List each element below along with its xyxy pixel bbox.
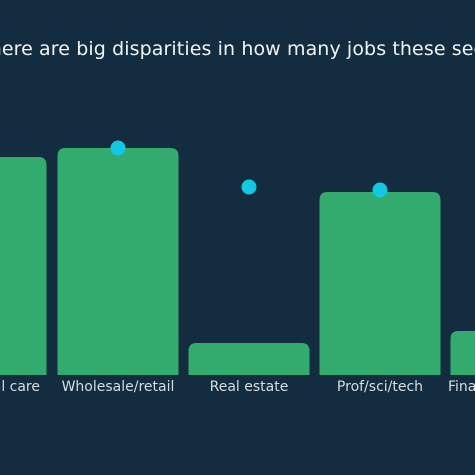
dot-marker (110, 140, 126, 156)
dot-marker (241, 179, 257, 195)
chart-title: There are big disparities in how many jo… (0, 38, 475, 60)
bar-medical-care (0, 157, 47, 375)
x-tick-label: Prof/sci/tech (337, 379, 423, 395)
x-tick-label: Real estate (210, 379, 289, 395)
bar-finance (450, 331, 475, 375)
dot-marker (372, 182, 388, 198)
x-tick-label: Wholesale/retail (62, 379, 175, 395)
x-tick-label: Fina (448, 379, 475, 395)
bar-real-estate (188, 343, 310, 375)
x-tick-label: al care (0, 379, 40, 395)
bar-prof-sci-tech (319, 192, 441, 375)
bar-wholesale-retail (57, 148, 179, 375)
